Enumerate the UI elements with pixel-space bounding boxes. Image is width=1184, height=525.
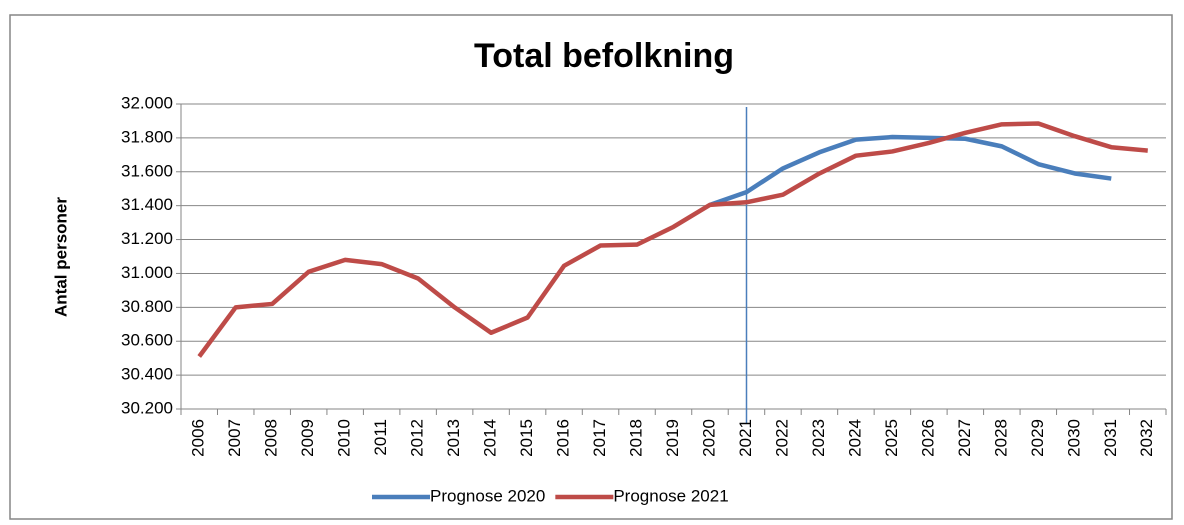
y-tick-label: 30.800 [121, 297, 173, 316]
y-tick-label: 31.400 [121, 195, 173, 214]
x-tick-label: 2019 [663, 419, 682, 457]
x-tick-label: 2029 [1028, 419, 1047, 457]
x-tick-label: 2013 [444, 419, 463, 457]
x-tick-label: 2032 [1137, 419, 1156, 457]
x-tick-label: 2026 [918, 419, 937, 457]
x-tick-label: 2010 [335, 419, 354, 457]
x-tick-label: 2023 [809, 419, 828, 457]
x-tick-label: 2025 [882, 419, 901, 457]
line-series [709, 134, 1112, 207]
y-tick-label: 31.000 [121, 263, 173, 282]
legend-label: Prognose 2020 [430, 486, 545, 505]
x-tick-label: 2028 [991, 419, 1010, 457]
x-tick-label: 2031 [1101, 419, 1120, 457]
y-tick-label: 30.400 [121, 365, 173, 384]
x-tick-label: 2008 [262, 419, 281, 457]
x-tick-label: 2009 [298, 419, 317, 457]
y-tick-label: 32.000 [121, 93, 173, 112]
x-tick-label: 2014 [481, 419, 500, 457]
y-axis-label: Antal personer [51, 197, 70, 317]
x-tick-label: 2024 [845, 419, 864, 457]
legend-label: Prognose 2021 [613, 486, 728, 505]
y-tick-label: 31.600 [121, 161, 173, 180]
x-tick-label: 2016 [554, 419, 573, 457]
x-tick-label: 2021 [736, 419, 755, 457]
y-tick-label: 31.200 [121, 229, 173, 248]
x-tick-label: 2020 [699, 419, 718, 457]
x-tick-label: 2018 [627, 419, 646, 457]
y-tick-label: 30.200 [121, 398, 173, 417]
x-tick-label: 2007 [225, 419, 244, 457]
line-series [197, 121, 1148, 358]
x-tick-label: 2027 [955, 419, 974, 457]
chart-title: Total befolkning [474, 37, 734, 75]
y-tick-label: 30.600 [121, 331, 173, 350]
x-tick-label: 2011 [371, 419, 390, 456]
x-tick-label: 2015 [517, 419, 536, 457]
x-tick-label: 2017 [590, 419, 609, 457]
y-tick-label: 31.800 [121, 127, 173, 146]
x-tick-label: 2006 [189, 419, 208, 457]
chart-frame [9, 14, 1173, 520]
x-tick-label: 2012 [408, 419, 427, 457]
x-tick-label: 2022 [772, 419, 791, 457]
x-tick-label: 2030 [1064, 419, 1083, 457]
